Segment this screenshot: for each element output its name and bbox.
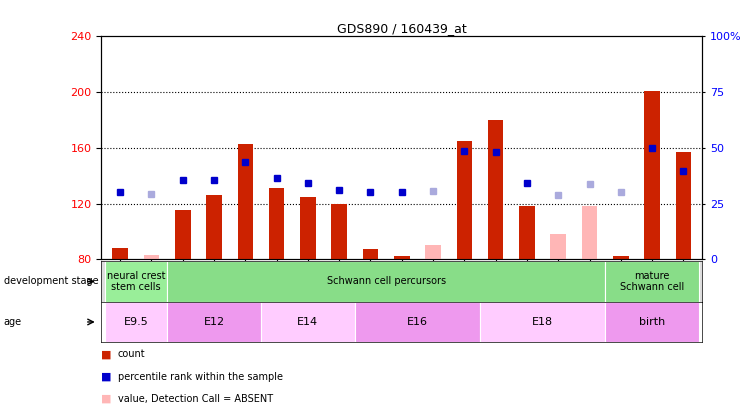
Bar xyxy=(167,302,261,342)
Bar xyxy=(582,206,597,259)
Bar xyxy=(605,302,699,342)
Bar xyxy=(207,195,222,259)
Bar xyxy=(261,302,354,342)
Bar xyxy=(457,141,472,259)
Text: percentile rank within the sample: percentile rank within the sample xyxy=(118,372,283,382)
Bar xyxy=(331,203,347,259)
Bar xyxy=(113,248,128,259)
Text: Schwann cell percursors: Schwann cell percursors xyxy=(327,277,445,286)
Bar xyxy=(394,256,409,259)
Text: value, Detection Call = ABSENT: value, Detection Call = ABSENT xyxy=(118,394,273,404)
Text: birth: birth xyxy=(639,317,665,327)
Bar xyxy=(613,256,629,259)
Text: ■: ■ xyxy=(101,394,112,404)
Text: E12: E12 xyxy=(204,317,225,327)
Bar xyxy=(488,120,503,259)
Text: E16: E16 xyxy=(407,317,428,327)
Bar xyxy=(269,188,285,259)
Text: ■: ■ xyxy=(101,372,112,382)
Bar xyxy=(237,144,253,259)
Bar xyxy=(480,302,605,342)
Bar xyxy=(363,249,379,259)
Text: ■: ■ xyxy=(101,350,112,359)
Bar xyxy=(167,261,605,302)
Text: E14: E14 xyxy=(297,317,318,327)
Bar xyxy=(644,91,660,259)
Bar xyxy=(104,261,167,302)
Bar xyxy=(143,255,159,259)
Text: count: count xyxy=(118,350,146,359)
Title: GDS890 / 160439_at: GDS890 / 160439_at xyxy=(337,22,466,35)
Text: mature
Schwann cell: mature Schwann cell xyxy=(620,271,684,292)
Bar xyxy=(104,302,167,342)
Text: age: age xyxy=(4,317,22,327)
Text: E9.5: E9.5 xyxy=(123,317,148,327)
Bar xyxy=(605,261,699,302)
Bar xyxy=(425,245,441,259)
Text: development stage: development stage xyxy=(4,277,98,286)
Text: neural crest
stem cells: neural crest stem cells xyxy=(107,271,165,292)
Bar xyxy=(300,196,315,259)
Bar xyxy=(175,211,191,259)
Bar xyxy=(550,234,566,259)
Bar xyxy=(354,302,480,342)
Text: E18: E18 xyxy=(532,317,553,327)
Bar xyxy=(519,206,535,259)
Bar xyxy=(676,152,691,259)
